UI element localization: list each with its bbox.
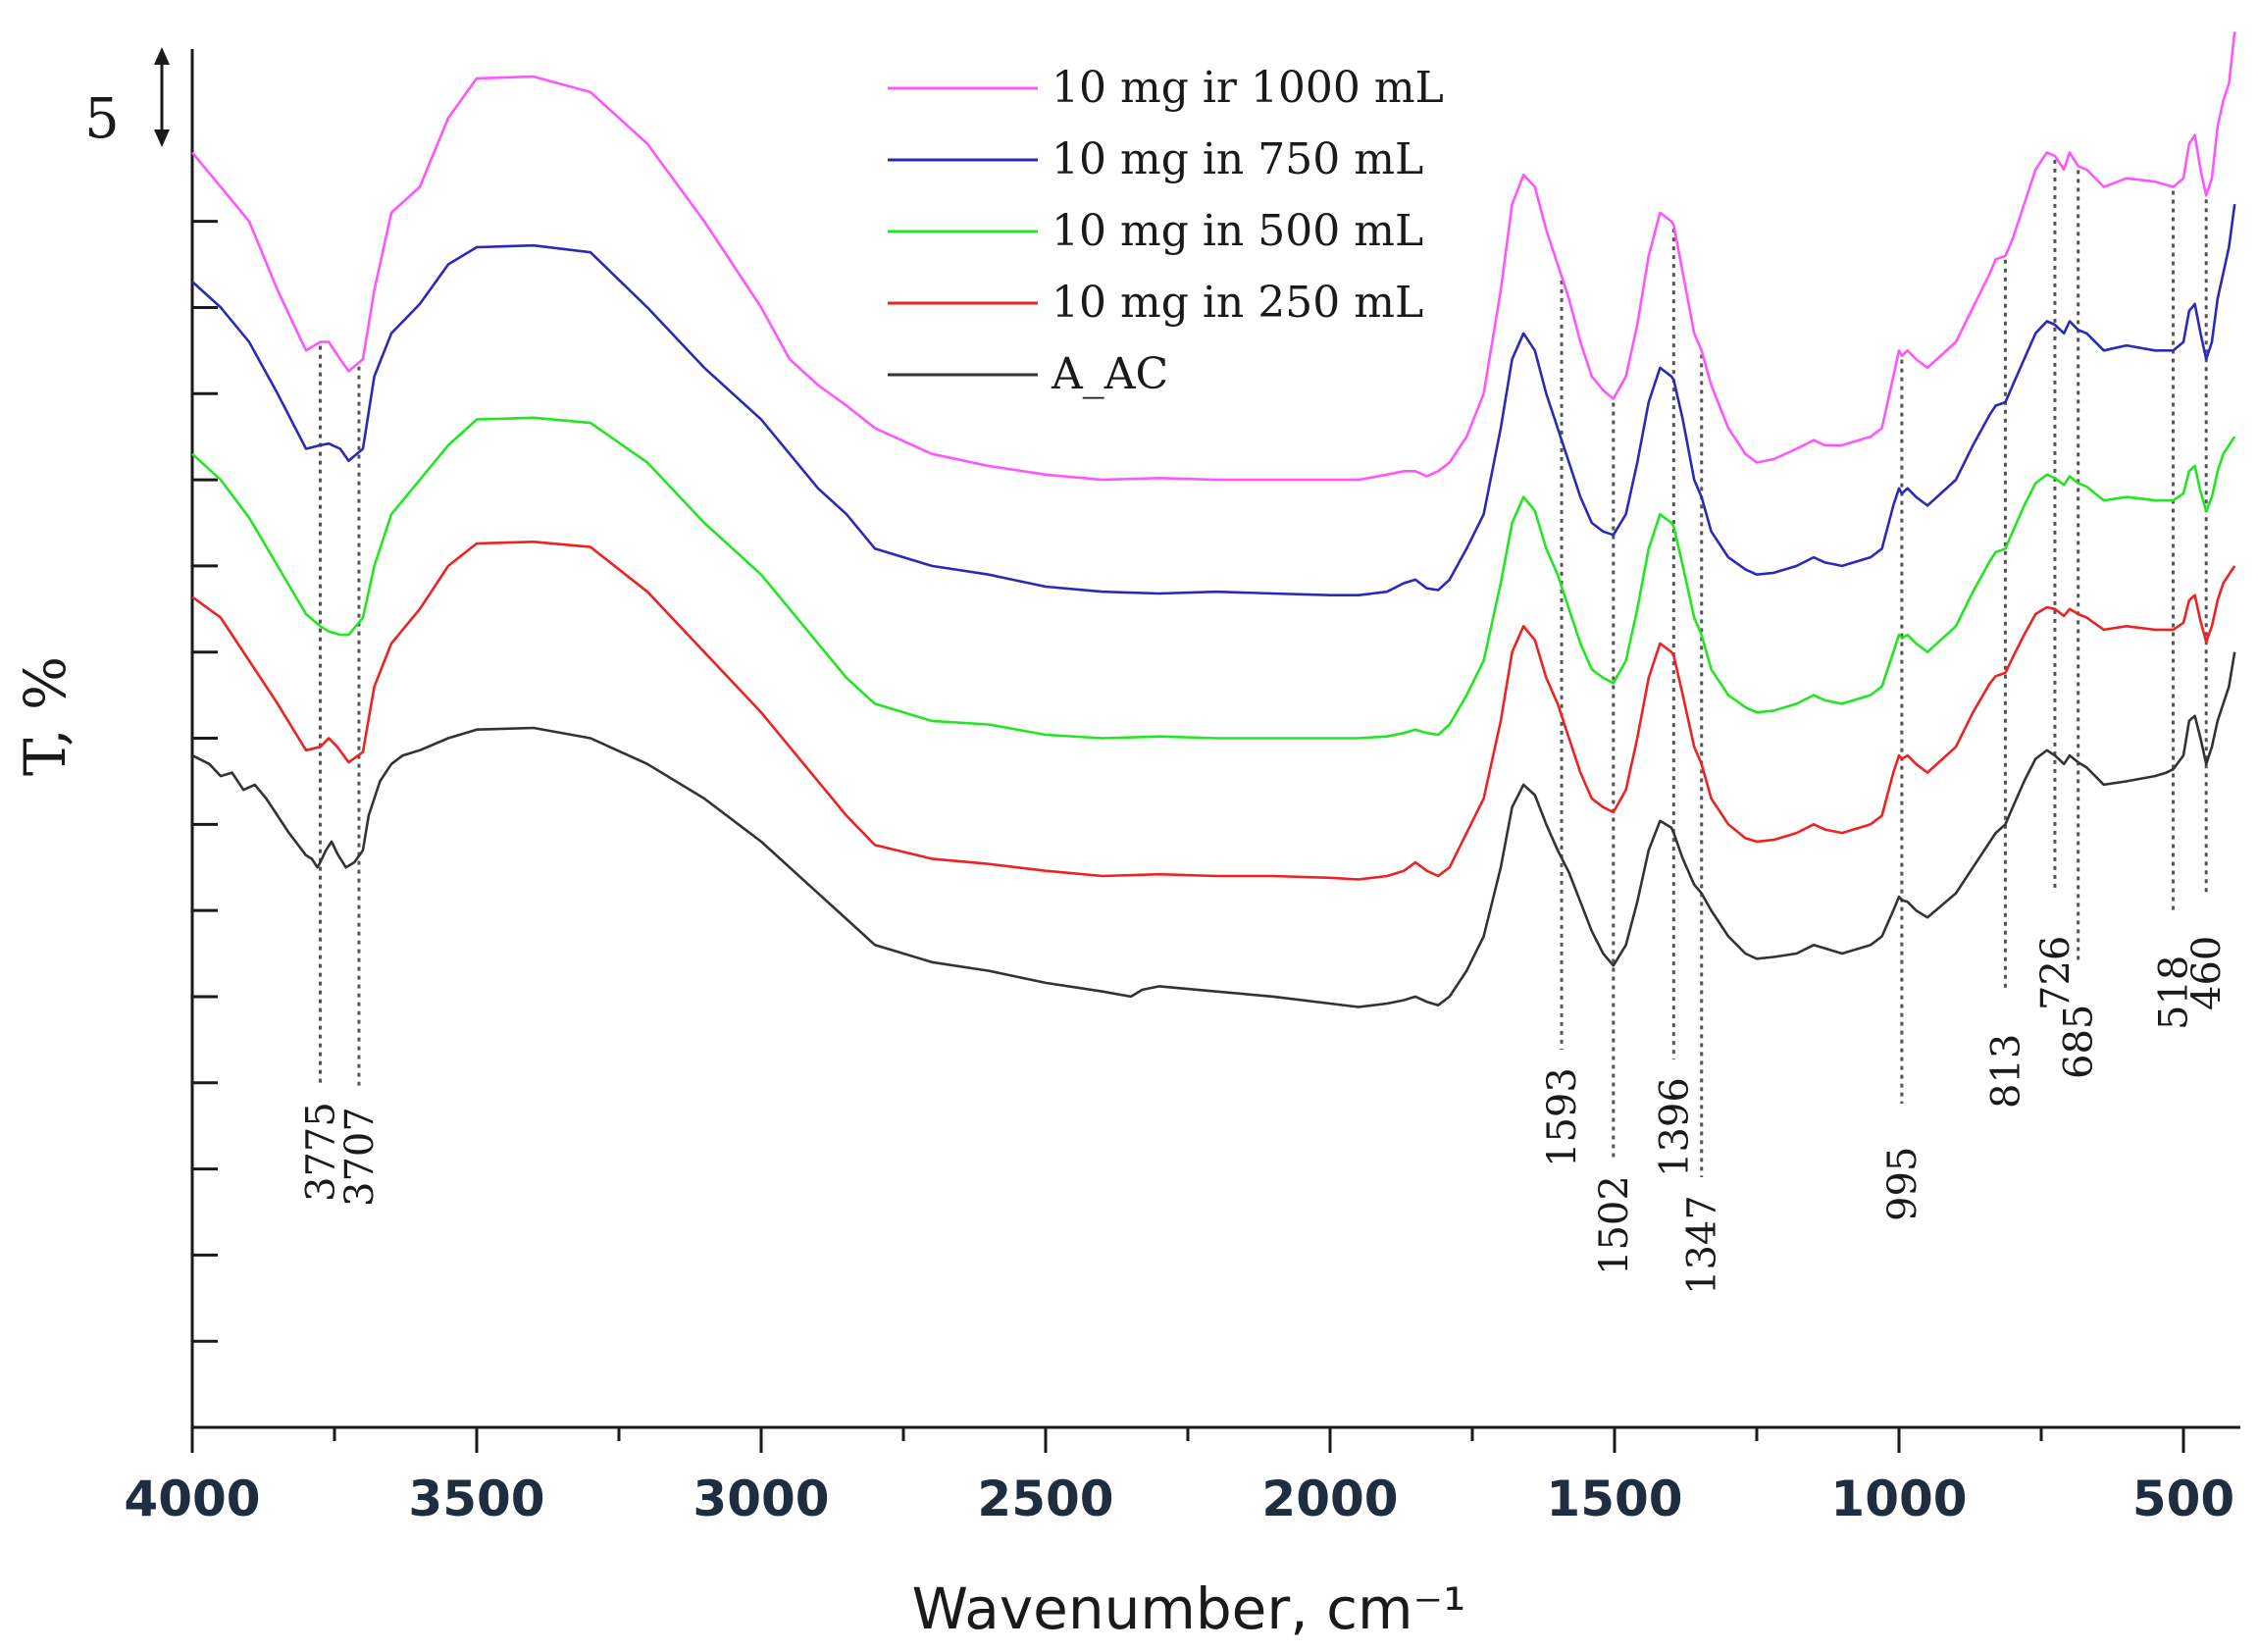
peak-label: 3707 — [337, 1107, 383, 1207]
peak-label: 726 — [2033, 936, 2078, 1010]
x-tick-label: 3500 — [408, 1471, 544, 1527]
series-line — [191, 651, 2236, 1008]
legend-label: 10 mg in 500 mL — [1052, 206, 1423, 256]
peak-label: 518 — [2152, 955, 2197, 1030]
peak-guide-lines — [319, 159, 2208, 1177]
series-layer — [190, 31, 2236, 1008]
scale-bar-arrow-up-icon — [154, 47, 170, 65]
x-tick-label: 3000 — [693, 1471, 829, 1527]
x-tick-label: 1000 — [1830, 1471, 1967, 1527]
series-line — [191, 541, 2236, 881]
y-axis-ticks — [192, 220, 218, 1343]
series-line — [191, 416, 2236, 740]
scale-bar-label: 5 — [84, 87, 120, 151]
x-axis-ticks: 4000 3500 3000 2500 2000 1500 1000 500 — [124, 1427, 2234, 1527]
peak-label: 813 — [1983, 1034, 2028, 1109]
scale-bar-arrow-down-icon — [154, 129, 170, 147]
scale-bar: 5 — [84, 47, 170, 151]
peak-label: 3775 — [299, 1102, 344, 1202]
legend-label: 10 mg in 750 mL — [1052, 134, 1423, 184]
series-line — [191, 203, 2236, 596]
legend-label: A_AC — [1051, 349, 1168, 399]
peak-label: 1502 — [1592, 1175, 1637, 1275]
x-tick-label: 1500 — [1546, 1471, 1682, 1527]
peak-label: 1593 — [1540, 1067, 1585, 1167]
legend: 10 mg ir 1000 mL 10 mg in 750 mL 10 mg in … — [888, 63, 1444, 399]
peak-label: 1396 — [1652, 1077, 1697, 1177]
x-tick-label: 2500 — [977, 1471, 1113, 1527]
series-line — [190, 31, 2236, 482]
legend-label: 10 mg in 250 mL — [1052, 278, 1423, 328]
peak-label: 685 — [2057, 1005, 2102, 1079]
peak-label: 1347 — [1680, 1195, 1725, 1295]
x-tick-label: 4000 — [124, 1471, 260, 1527]
y-axis-label: T, % — [12, 656, 78, 776]
x-tick-label: 2000 — [1261, 1471, 1398, 1527]
peak-label: 995 — [1880, 1147, 1925, 1221]
legend-label: 10 mg ir 1000 mL — [1052, 63, 1444, 113]
x-axis-label: Wavenumber, cm⁻¹ — [912, 1575, 1466, 1642]
peak-label: 460 — [2184, 936, 2230, 1010]
x-tick-label: 500 — [2132, 1471, 2234, 1527]
